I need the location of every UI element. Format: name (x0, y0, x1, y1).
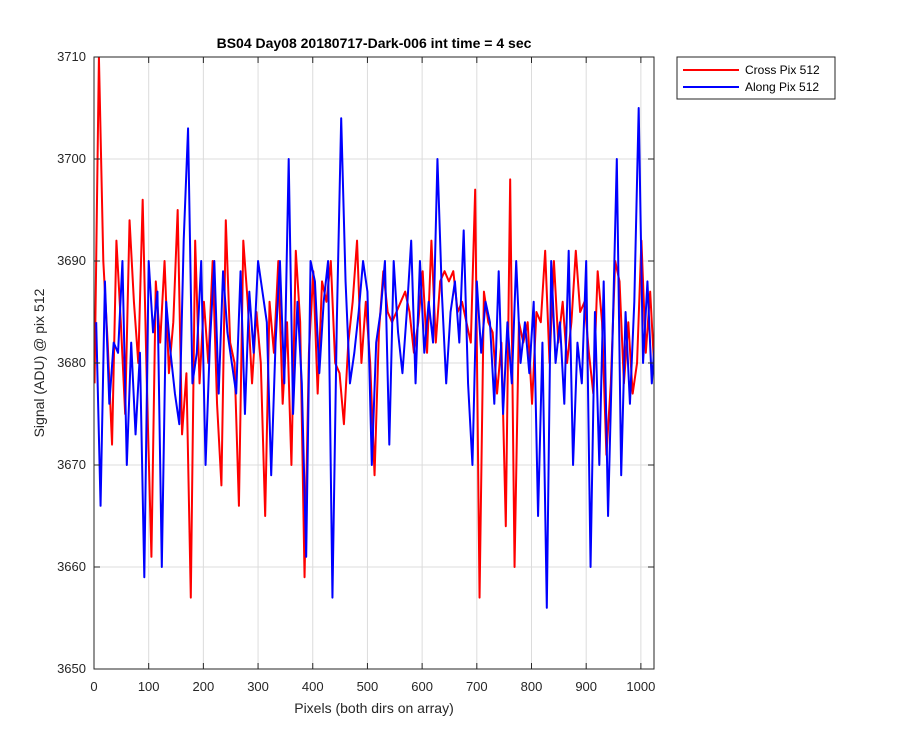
x-tick-label: 700 (466, 679, 488, 694)
chart-title: BS04 Day08 20180717-Dark-006 int time = … (217, 35, 532, 51)
x-tick-label: 800 (521, 679, 543, 694)
legend-box (676, 56, 836, 100)
legend-label-cross: Cross Pix 512 (745, 63, 820, 77)
x-tick-label: 500 (357, 679, 379, 694)
series-layer (94, 57, 654, 609)
x-tick-label: 600 (411, 679, 433, 694)
x-tick-label: 900 (575, 679, 597, 694)
y-tick-label: 3700 (57, 151, 86, 166)
legend-label-along: Along Pix 512 (745, 80, 819, 94)
x-tick-label: 400 (302, 679, 324, 694)
y-tick-label: 3660 (57, 559, 86, 574)
x-tick-label: 1000 (626, 679, 655, 694)
y-axis-label: Signal (ADU) @ pix 512 (31, 288, 47, 437)
y-tick-label: 3650 (57, 661, 86, 676)
x-tick-label: 200 (193, 679, 215, 694)
ticks: 0 100 200 300 400 500 600 700 800 900 1000 3650 3660… (57, 49, 655, 694)
y-tick-label: 3670 (57, 457, 86, 472)
y-tick-label: 3710 (57, 49, 86, 64)
x-tick-label: 300 (247, 679, 269, 694)
legend: Cross Pix 512 Along Pix 512 (676, 56, 836, 100)
y-tick-label: 3680 (57, 355, 86, 370)
series-line-cross (94, 57, 654, 599)
x-axis-label: Pixels (both dirs on array) (294, 700, 454, 716)
x-tick-label: 0 (90, 679, 97, 694)
x-tick-label: 100 (138, 679, 160, 694)
y-tick-label: 3690 (57, 253, 86, 268)
series-line-along (95, 107, 654, 609)
